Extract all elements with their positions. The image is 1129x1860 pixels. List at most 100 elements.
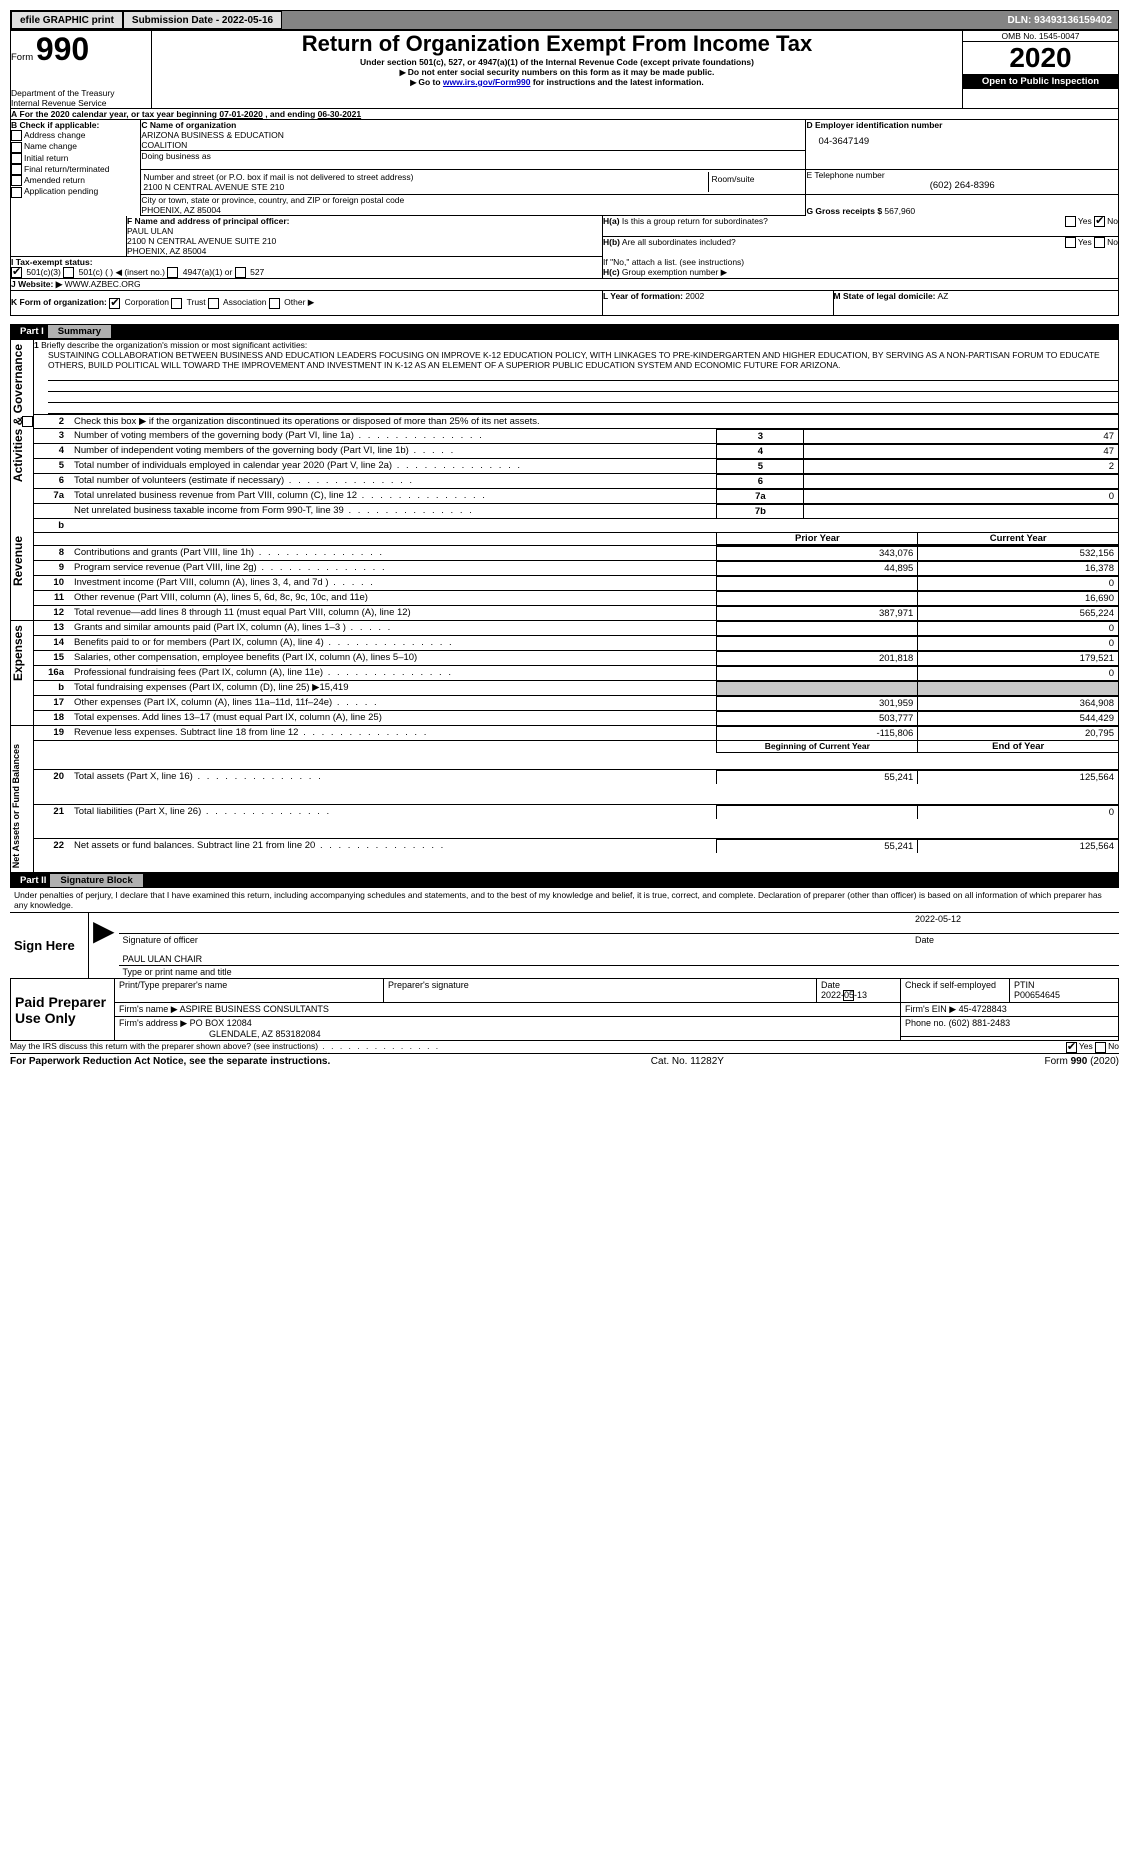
chk-final[interactable] (11, 164, 22, 175)
discuss-yes[interactable] (1066, 1042, 1077, 1053)
chk-527[interactable] (235, 267, 246, 278)
street: 2100 N CENTRAL AVENUE STE 210 (143, 182, 706, 192)
hb-note: If "No," attach a list. (see instruction… (603, 257, 1118, 267)
info-table: B Check if applicable: Address change Na… (10, 120, 1119, 216)
dept-line2: Internal Revenue Service (11, 98, 151, 108)
chk-name-change[interactable] (11, 142, 22, 153)
firm-ein: 45-4728843 (959, 1004, 1007, 1014)
officer-street: 2100 N CENTRAL AVENUE SUITE 210 (127, 236, 602, 246)
dept-line1: Department of the Treasury (11, 88, 151, 98)
chk-trust[interactable] (171, 298, 182, 309)
officer-printed: PAUL ULAN CHAIR (119, 946, 1119, 966)
city-label: City or town, state or province, country… (141, 195, 805, 205)
org-name2: COALITION (141, 140, 805, 150)
a-end: 06-30-2021 (318, 109, 361, 119)
room-label: Room/suite (708, 172, 803, 192)
discuss-no[interactable] (1095, 1042, 1106, 1053)
open-inspection: Open to Public Inspection (963, 74, 1118, 89)
hb: Are all subordinates included? (622, 237, 736, 247)
footer-left: For Paperwork Reduction Act Notice, see … (10, 1056, 330, 1067)
sidebar-netassets: Net Assets or Fund Balances (11, 740, 21, 872)
sidebar-activities: Activities & Governance (11, 340, 25, 486)
header-table: Form 990 Department of the Treasury Inte… (10, 30, 1119, 120)
form-subtitle: Under section 501(c), 527, or 4947(a)(1)… (152, 57, 962, 67)
city: PHOENIX, AZ 85004 (141, 205, 805, 215)
officer-city: PHOENIX, AZ 85004 (127, 246, 602, 256)
mission-label: Briefly describe the organization's miss… (41, 340, 307, 350)
org-name1: ARIZONA BUSINESS & EDUCATION (141, 130, 805, 140)
a-begin: 07-01-2020 (219, 109, 262, 119)
chk-addr-change[interactable] (11, 130, 22, 141)
chk-app-pending[interactable] (11, 187, 22, 198)
dln-label: DLN: 93493136159402 (1001, 11, 1118, 29)
submission-date-label: Submission Date - 2022-05-16 (123, 11, 282, 29)
firm-name: ASPIRE BUSINESS CONSULTANTS (180, 1004, 329, 1014)
e-label: E Telephone number (806, 170, 1118, 180)
form-label: Form (11, 52, 33, 63)
chk-amended[interactable] (11, 175, 22, 186)
officer-name: PAUL ULAN (127, 226, 602, 236)
form-990: 990 (36, 31, 89, 67)
hc: Group exemption number ▶ (622, 267, 727, 277)
g-label: G Gross receipts $ (806, 206, 882, 216)
i-label: I Tax-exempt status: (11, 257, 93, 267)
c-label: C Name of organization (141, 120, 805, 130)
dba-label: Doing business as (141, 151, 805, 161)
website: WWW.AZBEC.ORG (65, 279, 141, 289)
declaration: Under penalties of perjury, I declare th… (10, 888, 1119, 912)
b-label: B Check if applicable: (11, 120, 140, 130)
form-title: Return of Organization Exempt From Incom… (152, 31, 962, 57)
tax-year: 2020 (963, 42, 1118, 74)
sign-arrow-icon: ▶ (89, 913, 119, 979)
discuss: May the IRS discuss this return with the… (10, 1041, 318, 1051)
chk-assoc[interactable] (208, 298, 219, 309)
footer-right: Form 990 (2020) (1045, 1056, 1119, 1067)
addr-label: Number and street (or P.O. box if mail i… (143, 172, 706, 182)
topbar: efile GRAPHIC print Submission Date - 20… (10, 10, 1119, 30)
phone: (602) 264-8396 (806, 180, 1118, 191)
chk-discontinued[interactable] (22, 416, 33, 427)
firm-addr2: GLENDALE, AZ 853182084 (119, 1029, 321, 1039)
mission-text: SUSTAINING COLLABORATION BETWEEN BUSINES… (34, 350, 1118, 370)
chk-self-employed[interactable] (843, 990, 854, 1001)
chk-initial[interactable] (11, 153, 22, 164)
state-domicile: AZ (937, 291, 948, 301)
d-label: D Employer identification number (806, 120, 1118, 130)
sidebar-expenses: Expenses (11, 621, 25, 685)
ha-yes[interactable] (1065, 216, 1076, 227)
chk-501c[interactable] (63, 267, 74, 278)
ein: 04-3647149 (806, 130, 1118, 153)
efile-print-button[interactable]: efile GRAPHIC print (11, 11, 123, 29)
hb-no[interactable] (1094, 237, 1105, 248)
year-formation: 2002 (685, 291, 704, 301)
a-text: For the 2020 calendar year, or tax year … (20, 109, 220, 119)
j-label: J Website: ▶ (11, 279, 62, 289)
form990-link[interactable]: www.irs.gov/Form990 (443, 77, 531, 87)
firm-phone: (602) 881-2483 (949, 1018, 1011, 1028)
line2: Check this box ▶ if the organization dis… (70, 414, 1119, 428)
sig-date: 2022-05-12 (911, 913, 1119, 934)
ha: Is this a group return for subordinates? (622, 216, 768, 226)
ptin: P00654645 (1014, 990, 1060, 1000)
omb: OMB No. 1545-0047 (963, 31, 1118, 42)
part1-header: Part ISummary (10, 324, 1119, 339)
warn2b: for instructions and the latest informat… (530, 77, 703, 87)
k-label: K Form of organization: (11, 297, 107, 307)
ha-no[interactable] (1094, 216, 1105, 227)
sidebar-revenue: Revenue (11, 532, 25, 590)
chk-501c3[interactable] (11, 267, 22, 278)
chk-corp[interactable] (109, 298, 120, 309)
f-label: F Name and address of principal officer: (127, 216, 602, 226)
sign-table: Sign Here ▶ 2022-05-12 Signature of offi… (10, 912, 1119, 978)
preparer-table: Paid Preparer Use Only Print/Type prepar… (10, 978, 1119, 1041)
warn1: Do not enter social security numbers on … (152, 67, 962, 77)
chk-4947[interactable] (167, 267, 178, 278)
hb-yes[interactable] (1065, 237, 1076, 248)
sign-here: Sign Here (10, 913, 89, 979)
footer-mid: Cat. No. 11282Y (651, 1056, 724, 1067)
part2-header: Part IISignature Block (10, 873, 1119, 888)
chk-other[interactable] (269, 298, 280, 309)
firm-addr1: PO BOX 12084 (190, 1018, 252, 1028)
val-3: 47 (804, 429, 1118, 443)
gross-receipts: 567,960 (884, 206, 915, 216)
